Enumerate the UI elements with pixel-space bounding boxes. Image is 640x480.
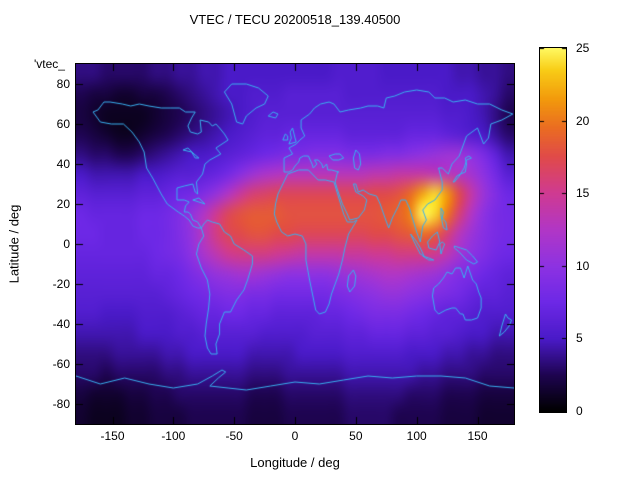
y-tick-label: 40 (56, 157, 70, 171)
colorbar-canvas (540, 48, 566, 412)
colorbar-tick-label: 5 (576, 331, 583, 346)
x-tick-label: -100 (161, 429, 186, 443)
plot-title: VTEC / TECU 20200518_139.40500 (189, 12, 401, 27)
x-tick-label: 150 (467, 429, 488, 443)
y-tick-label: 80 (56, 77, 70, 91)
x-tick-label: 50 (349, 429, 363, 443)
x-tick-label: 0 (291, 429, 299, 443)
x-tick-label: 100 (406, 429, 427, 443)
x-tick-label: -150 (100, 429, 125, 443)
y-tick-label: 0 (63, 237, 70, 251)
y-tick-label: -80 (52, 397, 70, 411)
y-tick-label: 20 (56, 197, 70, 211)
colorbar-tick-label: 20 (576, 113, 590, 128)
y-tick-label: -20 (52, 277, 70, 291)
heatmap-canvas (76, 64, 514, 424)
y-tick-label: 60 (56, 117, 70, 131)
y-axis-label: Latitude / deg (6, 204, 22, 284)
x-tick-label: -50 (225, 429, 243, 443)
colorbar (539, 47, 567, 413)
colorbar-tick-label: 10 (576, 258, 590, 273)
x-axis-label: Longitude / deg (250, 455, 340, 470)
key-label: 'vtec_ (34, 57, 65, 71)
y-tick-label: -40 (52, 317, 70, 331)
colorbar-tick-label: 0 (576, 404, 583, 418)
colorbar-tick-label: 25 (576, 41, 590, 55)
colorbar-tick-label: 15 (576, 186, 590, 201)
plot-area (75, 63, 515, 425)
y-tick-label: -60 (52, 357, 70, 371)
